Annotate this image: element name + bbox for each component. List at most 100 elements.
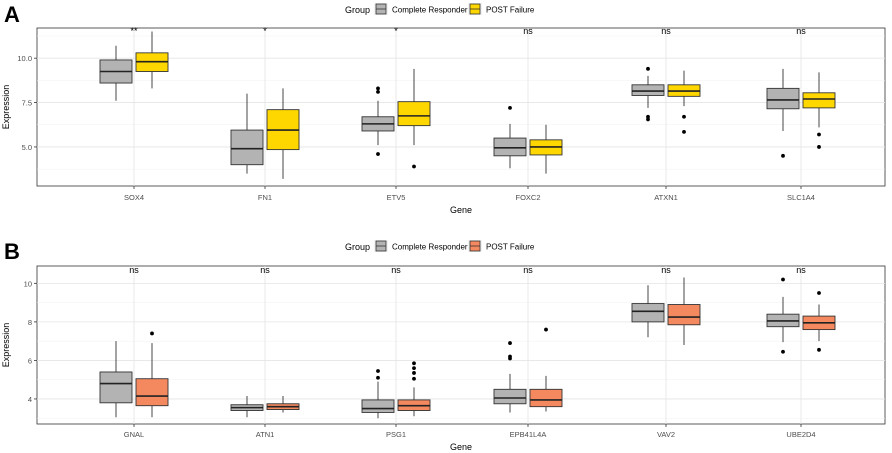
outlier-point <box>412 376 416 381</box>
box-iqr <box>802 92 836 109</box>
legend-title: Group <box>345 242 370 252</box>
box-gnal-post-failure <box>135 331 169 418</box>
panel-a: A Group Complete Responder POST Failure 5.0 7… <box>1 2 886 215</box>
x-axis-title: Gene <box>450 442 472 452</box>
outlier-point <box>376 90 380 94</box>
box-epb41l4a-post-failure <box>529 327 563 412</box>
outlier-point <box>781 349 785 354</box>
y-tick-label: 10 <box>24 279 32 288</box>
outlier-point <box>646 66 650 71</box>
outlier-point <box>817 145 821 149</box>
significance-label: ** <box>130 26 138 36</box>
legend-key-post-failure: POST Failure <box>468 240 535 252</box>
y-tick-label: 8 <box>28 318 32 327</box>
box-ube2d4-complete-responder <box>766 277 800 354</box>
outlier-point <box>376 375 380 380</box>
box-fn1-complete-responder <box>230 93 264 174</box>
legend: Group Complete Responder POST Failure <box>345 240 535 252</box>
outlier-point <box>817 347 821 352</box>
x-tick-label: GNAL <box>124 430 144 439</box>
legend-label: POST Failure <box>486 6 535 15</box>
plot-area <box>36 265 886 425</box>
significance-label: ns <box>796 26 806 36</box>
box-ube2d4-post-failure <box>802 291 836 352</box>
y-tick-label: 7.5 <box>22 99 32 108</box>
x-tick-label: SLC1A4 <box>787 193 815 202</box>
outlier-point <box>817 132 821 137</box>
outlier-point <box>412 164 416 169</box>
outlier-point <box>376 86 380 91</box>
plot-area <box>36 27 886 187</box>
outlier-point <box>781 153 785 158</box>
box-atxn1-complete-responder <box>631 66 665 122</box>
legend-key-complete-responder: Complete Responder <box>374 240 468 252</box>
box-psg1-post-failure <box>397 361 431 417</box>
legend-label: Complete Responder <box>392 6 468 15</box>
outlier-point <box>412 366 416 371</box>
significance-label: ns <box>260 265 270 275</box>
box-atn1-post-failure <box>266 396 300 413</box>
box-foxc2-post-failure <box>529 124 563 174</box>
outlier-point <box>817 291 821 295</box>
x-tick-label: EPB41L4A <box>510 430 547 439</box>
outlier-point <box>646 114 650 119</box>
outlier-point <box>544 327 548 332</box>
box-iqr <box>631 303 665 323</box>
box-iqr <box>135 378 169 407</box>
legend-title: Group <box>345 5 370 15</box>
y-tick-label: 5.0 <box>22 143 32 152</box>
box-slc1a4-post-failure <box>802 72 836 149</box>
box-epb41l4a-complete-responder <box>493 341 527 413</box>
legend-key-post-failure: POST Failure <box>468 3 535 15</box>
significance-label: ns <box>661 265 671 275</box>
significance-label: ns <box>796 265 806 275</box>
outlier-point <box>412 371 416 375</box>
box-iqr <box>667 304 701 326</box>
outlier-point <box>508 105 512 110</box>
significance-label: ns <box>523 265 533 275</box>
box-sox4-post-failure <box>135 31 169 89</box>
box-iqr <box>529 388 563 408</box>
box-psg1-complete-responder <box>361 369 395 419</box>
box-gnal-complete-responder <box>99 341 133 418</box>
x-tick-label: PSG1 <box>386 430 406 439</box>
panel-b: B Group Complete Responder POST Failure 4 6 8 1… <box>1 239 886 452</box>
outlier-point <box>508 341 512 345</box>
significance-label: ns <box>129 265 139 275</box>
y-tick-label: 6 <box>28 356 32 365</box>
outlier-point <box>150 331 154 336</box>
legend-key-complete-responder: Complete Responder <box>374 3 468 15</box>
panel-label: A <box>4 2 20 27</box>
x-tick-label: ATN1 <box>256 430 275 439</box>
box-iqr <box>397 101 431 127</box>
x-tick-label: ETV5 <box>387 193 406 202</box>
y-axis-title: Expression <box>1 85 11 130</box>
box-iqr <box>493 137 527 157</box>
x-tick-label: FOXC2 <box>515 193 540 202</box>
x-tick-label: SOX4 <box>124 193 144 202</box>
significance-label: ns <box>391 265 401 275</box>
legend-label: Complete Responder <box>392 243 468 252</box>
x-axis-title: Gene <box>450 205 472 215</box>
box-iqr <box>361 399 395 413</box>
box-atxn1-post-failure <box>667 70 701 134</box>
panel-label: B <box>4 239 20 264</box>
legend-label: POST Failure <box>486 243 535 252</box>
outlier-point <box>781 277 785 282</box>
outlier-point <box>376 369 380 373</box>
box-iqr <box>766 87 800 110</box>
outlier-point <box>682 129 686 134</box>
outlier-point <box>682 114 686 119</box>
legend: Group Complete Responder POST Failure <box>345 3 535 15</box>
y-axis-title: Expression <box>1 323 11 368</box>
box-foxc2-complete-responder <box>493 105 527 169</box>
box-sox4-complete-responder <box>99 45 133 101</box>
significance-label: * <box>394 26 398 36</box>
box-iqr <box>99 371 133 404</box>
significance-label: ns <box>523 26 533 36</box>
box-fn1-post-failure <box>266 88 300 179</box>
box-slc1a4-complete-responder <box>766 68 800 158</box>
box-vav2-complete-responder <box>631 285 665 338</box>
outlier-point <box>412 361 416 366</box>
